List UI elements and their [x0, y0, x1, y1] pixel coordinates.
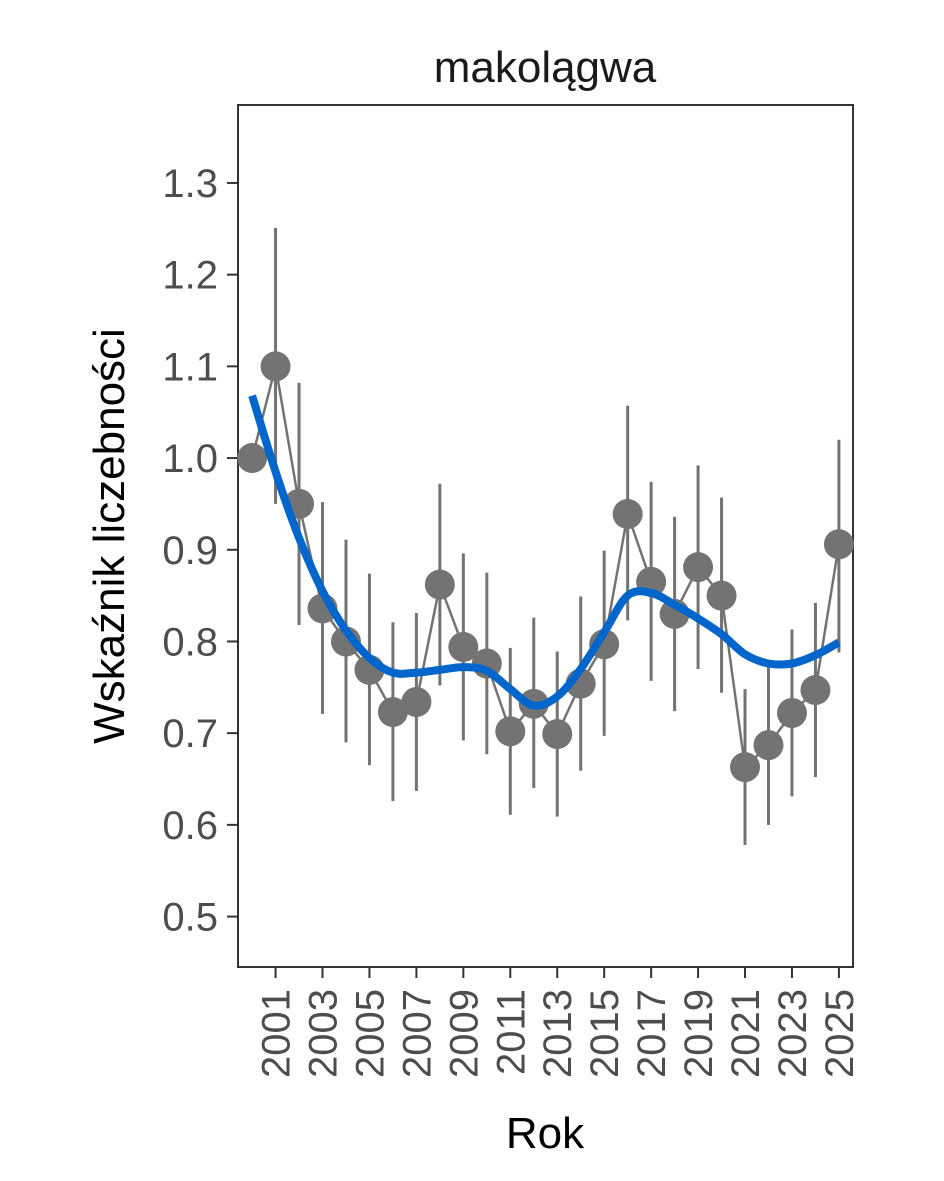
data-point — [260, 351, 291, 382]
data-point — [330, 626, 361, 657]
data-point — [823, 529, 854, 560]
data-point — [753, 730, 784, 761]
data-point — [237, 443, 268, 474]
data-point — [683, 552, 714, 583]
y-axis-label: Wskaźnik liczebności — [85, 328, 134, 744]
data-point — [377, 697, 408, 728]
x-tick-label: 2021 — [724, 989, 768, 1078]
data-point — [448, 631, 479, 662]
x-axis-label: Rok — [506, 1109, 585, 1158]
y-tick-label: 0.6 — [162, 804, 218, 848]
trend-line — [248, 394, 841, 710]
x-tick-label: 2019 — [677, 989, 721, 1078]
x-tick-label: 2013 — [536, 989, 580, 1078]
x-tick-label: 2003 — [302, 989, 346, 1078]
x-tick-label: 2015 — [583, 989, 627, 1078]
plot-layer — [237, 227, 854, 846]
data-point — [401, 686, 432, 717]
x-tick-label: 2011 — [489, 989, 533, 1075]
y-tick-label: 0.7 — [162, 712, 218, 756]
x-tick-label: 2017 — [630, 989, 674, 1078]
data-point — [730, 752, 761, 783]
data-point — [706, 580, 737, 611]
y-tick-label: 0.9 — [162, 529, 218, 573]
chart-title: makolągwa — [434, 43, 657, 92]
y-tick-label: 0.8 — [162, 620, 218, 664]
plot-panel — [237, 104, 854, 968]
x-tick-label: 2009 — [442, 989, 486, 1078]
y-tick-label: 1.1 — [162, 345, 218, 389]
x-tick-label: 2025 — [818, 989, 862, 1078]
y-tick-label: 0.5 — [162, 896, 218, 940]
data-point — [495, 716, 526, 747]
data-point — [542, 719, 573, 750]
x-tick-label: 2005 — [348, 989, 392, 1078]
data-point — [800, 675, 831, 706]
data-point — [424, 569, 455, 600]
x-tick-label: 2001 — [255, 989, 299, 1078]
y-tick-label: 1.2 — [162, 254, 218, 298]
y-tick-label: 1.0 — [162, 437, 218, 481]
x-tick-label: 2023 — [771, 989, 815, 1078]
y-tick-label: 1.3 — [162, 162, 218, 206]
data-point — [776, 697, 807, 728]
x-tick-label: 2007 — [395, 989, 439, 1078]
data-point — [612, 498, 643, 529]
x-axis: 2001 2003 2005 2007 2009 2011 2013 2015 2017 2019… — [255, 967, 862, 1078]
y-axis: 0.5 0.6 0.7 0.8 0.9 1.0 1.1 1.2 1.3 — [162, 162, 238, 940]
